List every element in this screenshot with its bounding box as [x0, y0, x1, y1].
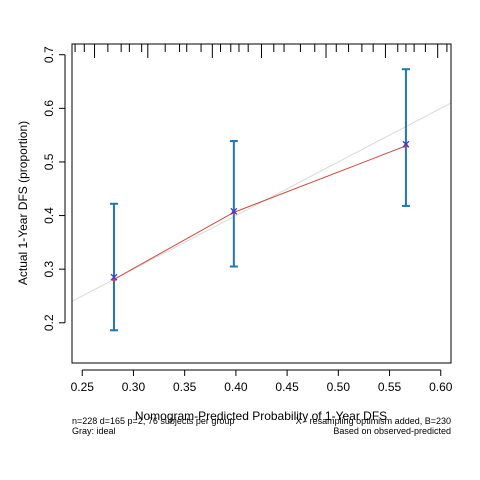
bias-corrected-marker-2	[230, 207, 238, 215]
bias-corrected-marker-3	[402, 140, 410, 148]
x-tick-label-2: 0.30	[122, 380, 146, 394]
x-tick-label-5: 0.45	[275, 380, 299, 394]
x-axis: 0.25 0.30 0.35 0.40 0.45 0.50 0.55 0.60	[71, 369, 453, 394]
x-tick-label-6: 0.50	[327, 380, 351, 394]
plot-area	[72, 68, 451, 332]
data-point-2	[231, 210, 237, 215]
rug-ticks	[74, 44, 448, 58]
y-axis-label: Actual 1-Year DFS (proportion)	[16, 121, 30, 285]
x-axis-label: Nomogram-Predicted Probability of 1-Year…	[135, 409, 387, 423]
x-tick-label-4: 0.40	[224, 380, 248, 394]
y-tick-label-4: 0.5	[42, 153, 56, 170]
y-tick-label-2: 0.3	[42, 261, 56, 278]
bias-corrected-marker-1	[110, 273, 118, 281]
x-tick-label-1: 0.25	[71, 380, 95, 394]
x-tick-label-3: 0.35	[173, 380, 197, 394]
marker-stroke-b	[230, 207, 238, 215]
y-tick-label-3: 0.4	[42, 207, 56, 224]
marker-stroke-b	[110, 273, 118, 281]
y-tick-label-6: 0.7	[42, 46, 56, 63]
x-tick-label-7: 0.55	[378, 380, 402, 394]
x-tick-label-8: 0.60	[429, 380, 453, 394]
y-axis: 0.2 0.3 0.4 0.5 0.6 0.7	[42, 46, 66, 331]
footnote-left-1: n=228 d=165 p=2, 76 subjects per group	[72, 416, 234, 426]
plot-frame	[71, 43, 452, 364]
marker-stroke-b	[402, 140, 410, 148]
footnote-right-1: X - resampling optimism added, B=230	[296, 416, 451, 426]
footnote-right-2: Based on observed-predicted	[333, 426, 451, 436]
y-tick-label-5: 0.6	[42, 100, 56, 117]
series-line-observed	[113, 145, 407, 280]
y-tick-label-1: 0.2	[42, 314, 56, 331]
footnote-left-2: Gray: ideal	[72, 426, 116, 436]
